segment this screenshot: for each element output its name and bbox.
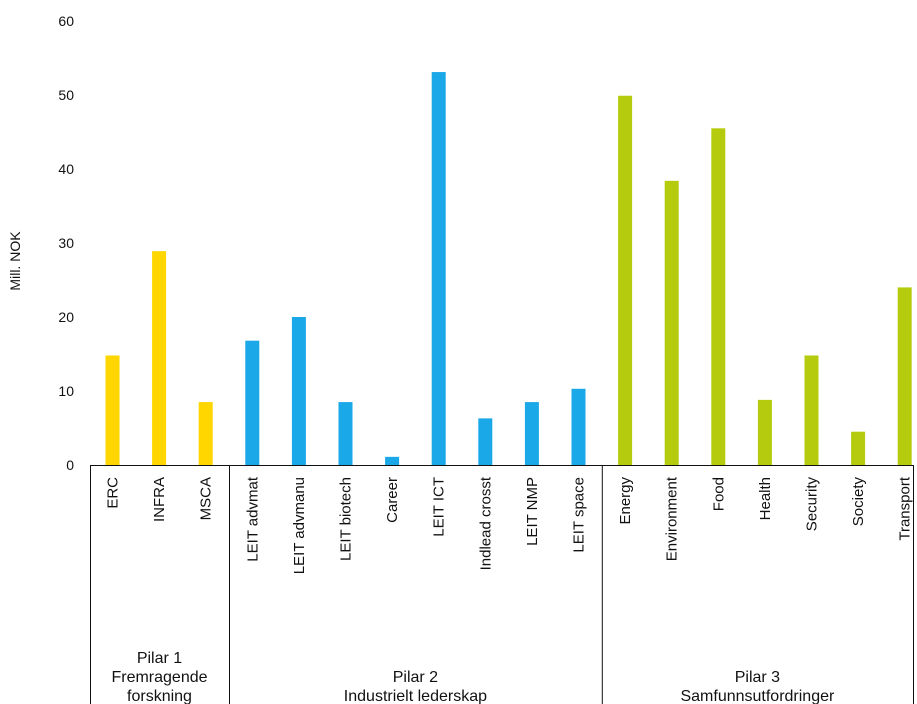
category-label: Indlead crosst <box>477 476 494 570</box>
bar <box>385 456 400 465</box>
y-axis-ticks: 0 10 20 30 40 50 60 <box>58 13 74 473</box>
bar <box>291 317 306 465</box>
y-tick-label: 0 <box>66 457 74 473</box>
group-label: Fremragende <box>111 669 207 686</box>
category-label: Food <box>710 477 727 511</box>
category-labels: ERC INFRA MSCA LEIT advmat LEIT advmanu LEIT … <box>105 476 914 574</box>
group-labels: Pilar 1 Fremragende forskning Pilar 2 Indust… <box>111 650 835 704</box>
group-label: Samfunnsutfordringer <box>680 688 835 704</box>
y-tick-label: 60 <box>58 13 74 29</box>
axes <box>90 465 914 704</box>
y-tick-label: 40 <box>58 161 74 177</box>
bars <box>105 72 912 466</box>
category-label: Transport <box>897 476 914 540</box>
bar <box>897 287 912 465</box>
group-label: forskning <box>127 688 192 704</box>
group-label: Pilar 3 <box>735 669 780 686</box>
y-axis-label: Mill. NOK <box>7 231 23 291</box>
y-tick-label: 10 <box>58 383 74 399</box>
bar <box>711 128 726 466</box>
bar <box>105 355 120 465</box>
category-label: LEIT biotech <box>338 477 355 561</box>
category-label: ERC <box>105 477 122 509</box>
bar <box>338 402 353 465</box>
category-label: Security <box>804 477 821 532</box>
bar <box>757 399 772 465</box>
bar <box>198 402 213 465</box>
category-label: Energy <box>617 477 634 525</box>
category-label: INFRA <box>151 477 168 522</box>
category-label: Career <box>384 477 401 523</box>
category-label: LEIT ICT <box>431 477 448 537</box>
y-tick-label: 20 <box>58 309 74 325</box>
group-label: Pilar 2 <box>393 669 438 686</box>
group-label: Industrielt lederskap <box>344 688 487 704</box>
category-label: LEIT advmanu <box>291 477 308 574</box>
category-label: Health <box>757 477 774 520</box>
bar <box>618 95 633 466</box>
bar <box>478 418 493 465</box>
y-tick-label: 50 <box>58 87 74 103</box>
category-label: Society <box>850 477 867 527</box>
category-label: LEIT space <box>571 477 588 553</box>
bar <box>851 431 866 465</box>
category-label: MSCA <box>198 477 215 520</box>
group-label: Pilar 1 <box>137 650 182 667</box>
bar <box>431 72 446 465</box>
bar <box>571 388 586 465</box>
bar <box>152 251 167 465</box>
bar <box>524 402 539 465</box>
category-label: LEIT advmat <box>244 476 261 562</box>
bar <box>664 180 679 465</box>
bar <box>804 355 819 465</box>
bar <box>245 340 260 465</box>
category-label: Environment <box>664 476 681 561</box>
y-tick-label: 30 <box>58 235 74 251</box>
category-label: LEIT NMP <box>524 477 541 546</box>
